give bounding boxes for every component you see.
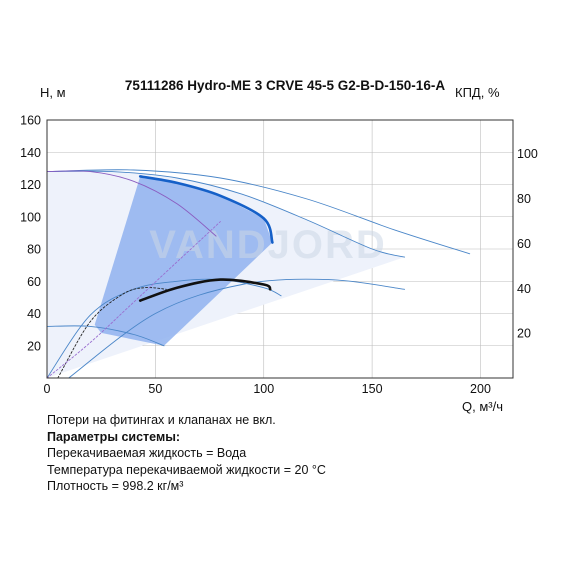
head-curve-line-3 [47, 325, 165, 347]
y-axis-label: H, м [40, 85, 66, 100]
y-tick-label: 80 [27, 243, 41, 257]
efficiency-line-6 [68, 278, 406, 378]
system-curve-line-9 [47, 221, 221, 378]
system-notes: Потери на фитингах и клапанах не вкл. Па… [47, 412, 326, 495]
y-tick-label: 40 [27, 307, 41, 321]
note-density: Плотность = 998.2 кг/м³ [47, 479, 184, 493]
y2-axis-ticks: 20 40 60 80 100 [517, 147, 538, 340]
y2-tick-label: 40 [517, 282, 531, 296]
head-curve-line-2 [47, 170, 217, 237]
operating-area [94, 176, 273, 346]
duty-efficiency-line-8 [138, 278, 272, 302]
note-liquid: Перекачиваемая жидкость = Вода [47, 446, 247, 460]
note-fittings: Потери на фитингах и клапанах не вкл. [47, 413, 276, 427]
system-params-heading: Параметры системы: [47, 429, 181, 444]
y2-tick-label: 100 [517, 147, 538, 161]
y2-axis-label: КПД, % [455, 85, 500, 100]
pump-performance-chart: VANDJORD 20 40 60 80 100 120 140 160 20 40 60 80 10… [20, 114, 538, 397]
y-tick-label: 20 [27, 339, 41, 353]
x-tick-label: 200 [470, 382, 491, 396]
efficiency-line-5 [47, 278, 282, 378]
curves [47, 169, 471, 378]
y-tick-label: 60 [27, 275, 41, 289]
chart-title: 75111286 Hydro-ME 3 CRVE 45-5 G2-B-D-150… [124, 78, 446, 93]
x-tick-label: 100 [253, 382, 274, 396]
x-axis-label: Q, м³/ч [462, 399, 503, 414]
y-tick-label: 160 [20, 114, 41, 128]
note-temperature: Температура перекачиваемой жидкости = 20… [47, 462, 326, 477]
x-axis-ticks: 0 50 100 150 200 [44, 382, 491, 396]
curve-fills [47, 171, 405, 378]
plot-frame [46, 119, 514, 379]
head-curve-line-0 [47, 170, 406, 258]
watermark: VANDJORD [149, 223, 387, 267]
y-axis-ticks: 20 40 60 80 100 120 140 160 [20, 114, 41, 354]
x-tick-label: 50 [148, 382, 162, 396]
y2-tick-label: 20 [517, 327, 531, 341]
y2-tick-label: 80 [517, 192, 531, 206]
y-tick-label: 140 [20, 146, 41, 160]
y-tick-label: 100 [20, 210, 41, 224]
y-tick-label: 120 [20, 178, 41, 192]
efficiency-line-7 [57, 287, 167, 378]
x-tick-label: 150 [362, 382, 383, 396]
x-tick-label: 0 [44, 382, 51, 396]
head-curve-line-1 [47, 169, 471, 255]
y2-tick-label: 60 [517, 237, 531, 251]
duty-head-line-4 [138, 175, 274, 244]
